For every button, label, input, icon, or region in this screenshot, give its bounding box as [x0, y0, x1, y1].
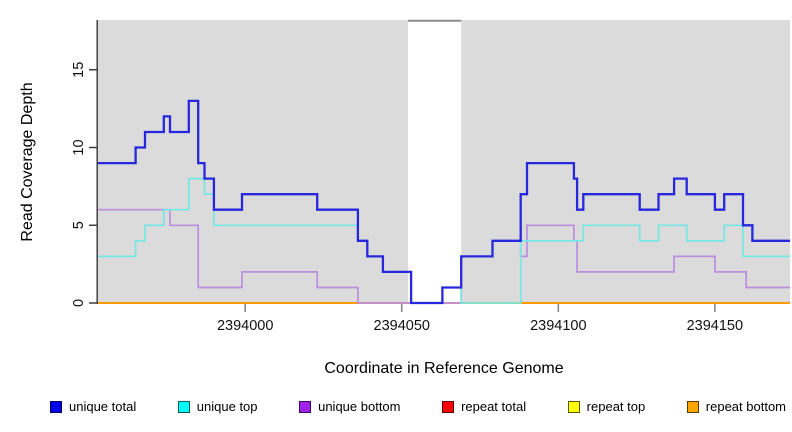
series-line-unique-total — [98, 99, 790, 305]
legend-label: unique total — [69, 399, 137, 414]
x-tick-label: 2394150 — [687, 318, 743, 334]
legend-swatch-repeat-top — [567, 400, 580, 413]
x-tick-label: 2394050 — [374, 318, 430, 334]
legend-swatch-unique-top — [177, 400, 190, 413]
legend-swatch-repeat-bottom — [686, 400, 699, 413]
y-axis-title: Read Coverage Depth — [19, 82, 36, 242]
legend-item-repeat-top: repeat top — [567, 399, 646, 414]
legend-item-unique-total: unique total — [50, 399, 136, 414]
y-tick-label: 5 — [71, 221, 87, 229]
y-tick-label: 10 — [71, 139, 87, 155]
legend-label: unique top — [196, 399, 258, 414]
legend-item-unique-top: unique top — [177, 399, 258, 414]
chart-legend: unique total unique top unique bottom repea… — [50, 399, 786, 414]
legend-item-unique-bottom: unique bottom — [299, 399, 401, 414]
masked-region-band — [407, 20, 462, 303]
legend-swatch-repeat-total — [442, 400, 455, 413]
x-tick-label: 2394100 — [530, 318, 586, 334]
legend-item-repeat-bottom: repeat bottom — [686, 399, 786, 414]
legend-label: unique bottom — [318, 399, 401, 414]
x-axis-title: Coordinate in Reference Genome — [324, 360, 564, 377]
legend-swatch-unique-total — [50, 400, 62, 413]
y-tick-label: 0 — [71, 299, 87, 307]
y-tick-label: 15 — [71, 62, 87, 78]
legend-label: repeat total — [461, 399, 527, 414]
legend-label: repeat bottom — [705, 399, 786, 414]
legend-item-repeat-total: repeat total — [442, 399, 526, 414]
legend-label: repeat top — [586, 399, 646, 414]
legend-swatch-unique-bottom — [299, 400, 312, 413]
x-tick-label: 2394000 — [217, 318, 273, 334]
